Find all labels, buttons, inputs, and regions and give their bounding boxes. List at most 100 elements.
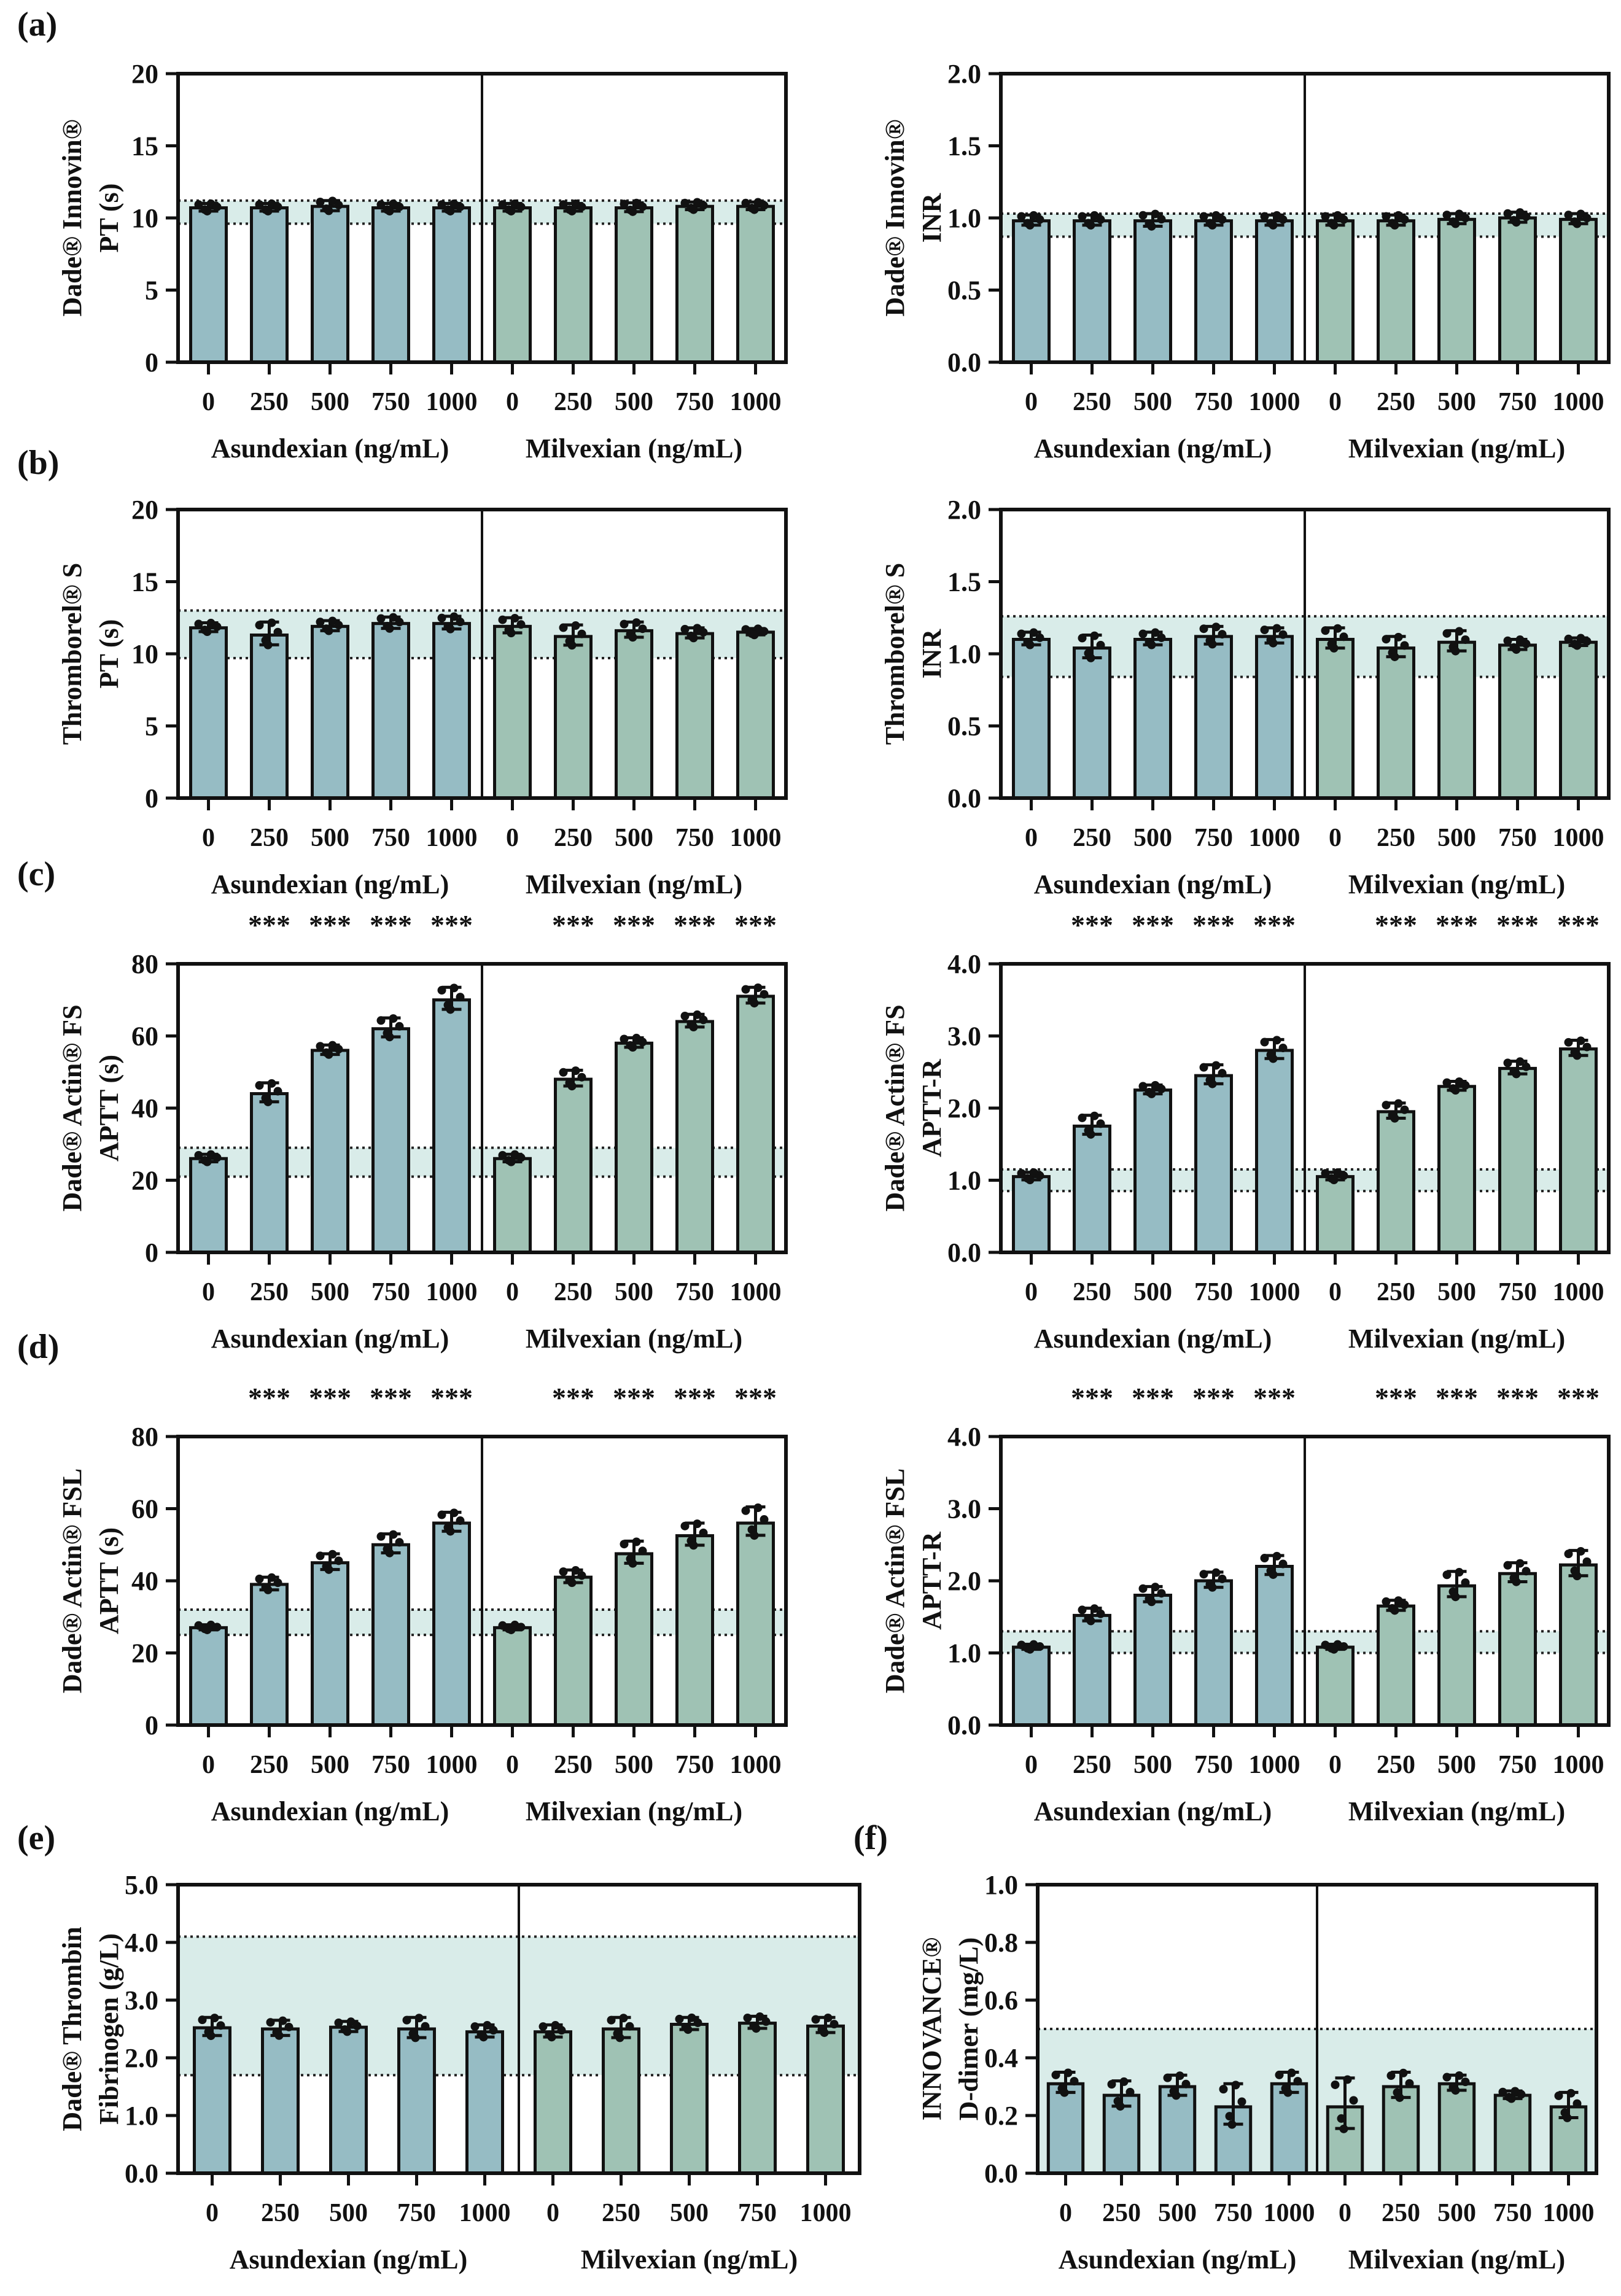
data-point — [1157, 215, 1166, 224]
bar — [1073, 646, 1111, 800]
data-point — [1063, 2068, 1073, 2077]
data-point — [689, 205, 698, 214]
data-point — [1090, 631, 1099, 640]
significance-stars: *** — [1496, 1382, 1539, 1413]
significance-stars: *** — [430, 909, 473, 941]
y-tick-label: 0.0 — [947, 347, 981, 378]
x-tick-label: 0 — [1059, 2199, 1072, 2227]
data-point — [741, 625, 750, 634]
data-point — [194, 1150, 203, 1160]
significance-stars: *** — [613, 1382, 655, 1413]
significance-stars: *** — [430, 1382, 473, 1413]
data-point — [1442, 211, 1452, 220]
data-point — [1107, 2080, 1116, 2089]
y-axis-title-line2: PT (s) — [94, 619, 124, 689]
data-point — [1329, 1176, 1339, 1185]
bar — [1194, 1579, 1233, 1727]
data-point — [1096, 1609, 1105, 1618]
data-point — [267, 618, 276, 627]
y-tick-label: 1.0 — [947, 1166, 981, 1196]
bar — [1559, 640, 1598, 800]
data-point — [1035, 633, 1044, 642]
data-point — [577, 202, 586, 211]
significance-stars: *** — [248, 909, 290, 941]
bar — [311, 204, 349, 364]
y-tick-label: 1.0 — [947, 639, 981, 669]
data-point — [753, 1503, 763, 1513]
data-point — [699, 201, 708, 210]
x-tick-label: 1000 — [459, 2199, 511, 2227]
bar — [493, 624, 532, 800]
data-point — [1572, 2099, 1582, 2108]
data-point — [255, 1081, 264, 1090]
chart-svg: 0 5 10 15 20 0 250 500 750 1000 Asundexian (ng/mL)… — [57, 495, 788, 899]
panel-letter-d: (d) — [17, 1328, 60, 1366]
data-point — [577, 629, 586, 638]
data-point — [1522, 1567, 1531, 1576]
data-point — [212, 202, 222, 211]
x-tick-label: 1000 — [1553, 388, 1604, 416]
data-point — [571, 621, 580, 630]
x-axis-title: Asundexian (ng/mL) — [1034, 433, 1272, 463]
data-point — [1086, 653, 1095, 662]
y-tick-label: 2.0 — [125, 2043, 158, 2073]
data-point — [1199, 212, 1208, 221]
data-point — [1337, 2114, 1346, 2123]
data-point — [1400, 215, 1409, 224]
x-tick-label: 1000 — [426, 1278, 478, 1306]
x-tick-label: 0 — [202, 388, 215, 416]
data-point — [1017, 629, 1026, 638]
y-tick-label: 40 — [131, 1566, 158, 1596]
x-tick-label: 1000 — [426, 1751, 478, 1779]
data-point — [1025, 220, 1035, 230]
data-point — [1157, 1084, 1166, 1093]
bar — [1559, 217, 1598, 364]
data-point — [212, 622, 222, 631]
data-point — [1278, 215, 1288, 224]
data-point — [395, 1538, 404, 1547]
data-point — [1025, 1645, 1035, 1654]
data-point — [446, 206, 455, 215]
x-tick-label: 250 — [554, 1278, 593, 1306]
data-point — [615, 2033, 624, 2042]
y-axis-title-line1: Dade® Innovin® — [880, 119, 910, 316]
data-point — [1339, 2124, 1348, 2133]
x-tick-label: 500 — [1437, 2199, 1476, 2227]
bar — [371, 206, 410, 364]
data-point — [1138, 211, 1148, 220]
data-point — [1017, 212, 1026, 221]
x-tick-label: 250 — [1382, 2199, 1420, 2227]
x-tick-label: 750 — [1498, 824, 1537, 852]
data-point — [507, 1625, 516, 1634]
data-point — [538, 2022, 548, 2031]
chart-svg: 0 20 40 60 80 0 250 500 750 1000 Asundexian (ng/mL… — [57, 909, 788, 1354]
chart-aptt-actin-fs: 0 20 40 60 80 0 250 500 750 1000 Asundexian (ng/mL… — [49, 890, 810, 1366]
data-point — [1269, 638, 1278, 648]
data-point — [385, 206, 394, 215]
bar — [1377, 1110, 1415, 1254]
data-point — [1138, 1584, 1148, 1593]
bar — [189, 626, 228, 800]
bar — [675, 1534, 714, 1727]
data-point — [1451, 1086, 1460, 1095]
data-point — [1451, 1592, 1460, 1602]
x-tick-label: 750 — [675, 824, 714, 852]
data-point — [1572, 219, 1582, 228]
y-tick-label: 80 — [131, 949, 158, 979]
data-point — [1199, 1570, 1208, 1579]
bar — [554, 1077, 593, 1254]
x-tick-label: 750 — [1498, 1751, 1537, 1779]
data-point — [316, 618, 325, 627]
data-point — [699, 627, 708, 637]
bar — [371, 1543, 410, 1727]
bar — [432, 206, 471, 364]
data-point — [395, 202, 404, 211]
bar — [1316, 638, 1355, 800]
data-point — [385, 1033, 394, 1042]
bar — [1133, 638, 1172, 800]
data-point — [516, 620, 526, 629]
significance-stars: *** — [1253, 1382, 1296, 1413]
bar — [189, 1626, 228, 1727]
data-point — [571, 1566, 580, 1575]
y-tick-label: 0.0 — [984, 2158, 1018, 2189]
